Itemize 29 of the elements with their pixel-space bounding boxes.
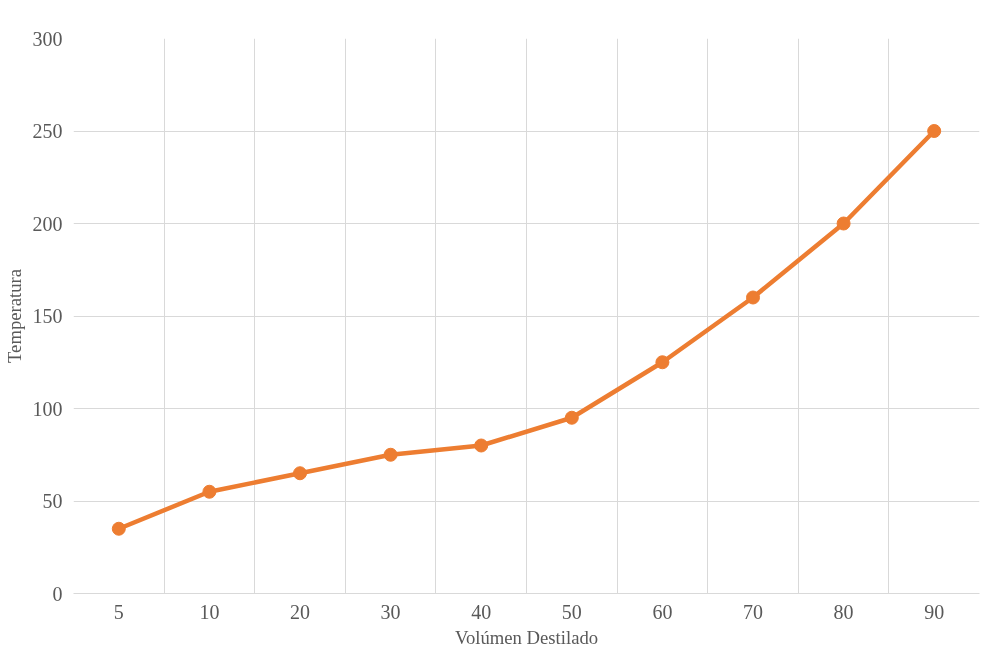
point <box>474 438 489 453</box>
y-tick-label: 0 <box>52 582 63 605</box>
point <box>655 355 670 370</box>
y-tick-label: 50 <box>42 490 63 512</box>
point <box>836 216 851 231</box>
y-tick-label: 200 <box>32 212 63 235</box>
y-tick-label: 150 <box>32 305 63 327</box>
x-tick-label: 20 <box>290 600 310 623</box>
y-tick-label: 100 <box>32 397 63 420</box>
x-axis-title: Volúmen Destilado <box>454 626 599 648</box>
x-tick-label: 50 <box>561 600 582 623</box>
y-axis-title: Temperatura <box>3 268 25 363</box>
point <box>564 410 579 425</box>
x-tick-label: 40 <box>471 600 492 623</box>
x-tick-label: 60 <box>652 600 673 623</box>
y-tick-label: 300 <box>32 27 63 50</box>
point <box>202 484 217 499</box>
x-tick-label: 70 <box>743 600 763 623</box>
point <box>927 124 942 138</box>
x-tick-label: 90 <box>924 600 945 623</box>
x-tick-label: 5 <box>113 600 124 623</box>
y-tick-label: 250 <box>32 120 63 142</box>
x-tick-label: 30 <box>380 600 401 623</box>
x-tick-label: 80 <box>833 600 854 623</box>
point <box>293 466 307 481</box>
point <box>746 290 760 305</box>
point <box>383 447 398 462</box>
x-tick-label: 10 <box>199 600 220 623</box>
point <box>111 521 126 536</box>
